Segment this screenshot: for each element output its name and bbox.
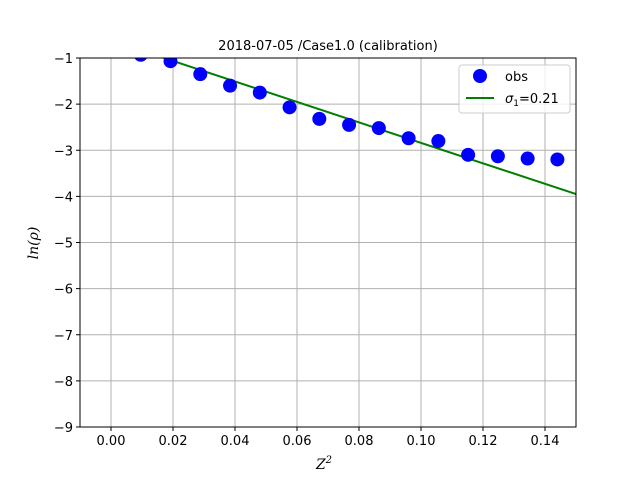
y-tick-label: −8: [54, 375, 73, 390]
y-tick-label: −3: [54, 144, 73, 159]
x-tick-label: 0.12: [469, 434, 498, 449]
legend-label-obs: obs: [505, 70, 528, 85]
y-tick-label: −5: [54, 237, 73, 252]
data-layer: [134, 58, 576, 196]
x-axis-label-superscript: 2: [325, 455, 332, 466]
obs-point: [431, 134, 446, 149]
x-tick-label: 0.10: [407, 434, 436, 449]
y-tick-label: −1: [54, 52, 73, 67]
x-axis-label: Z2: [315, 455, 332, 473]
obs-point: [282, 100, 297, 115]
obs-point: [401, 131, 416, 146]
y-tick-label: −7: [54, 329, 73, 344]
obs-point: [312, 111, 327, 126]
legend: obs σ1=0.21: [458, 64, 571, 114]
fit-line: [160, 58, 576, 196]
y-tick-label: −2: [54, 98, 73, 113]
x-tick-label: 0.00: [97, 434, 126, 449]
x-tick-label: 0.14: [531, 434, 560, 449]
obs-point: [520, 151, 535, 166]
obs-point: [490, 149, 505, 164]
x-tick-label: 0.04: [221, 434, 250, 449]
y-tick-label: −9: [54, 421, 73, 436]
obs-point: [163, 58, 178, 69]
x-axis-label-base: Z: [315, 457, 326, 473]
obs-point: [134, 58, 147, 62]
obs-point: [252, 85, 267, 100]
obs-point: [550, 152, 565, 167]
legend-label-fit-symbol: σ: [505, 92, 514, 107]
x-tick-label: 0.06: [283, 434, 312, 449]
obs-point: [371, 121, 386, 136]
axis-ticks: 0.00 0.02 0.04 0.06 0.08 0.10 0.12 0.14 −9 −8 −7 −6…: [54, 52, 560, 449]
legend-label-fit-subscript: 1: [513, 99, 519, 109]
legend-label-fit-value: =0.21: [519, 92, 559, 107]
x-tick-label: 0.02: [159, 434, 188, 449]
obs-point: [342, 117, 357, 132]
y-tick-label: −4: [54, 190, 73, 205]
legend-marker-obs: [473, 69, 487, 83]
chart-title: 2018-07-05 /Case1.0 (calibration): [218, 39, 438, 54]
obs-point: [193, 67, 208, 82]
x-tick-label: 0.08: [345, 434, 374, 449]
legend-label-fit: σ1=0.21: [505, 92, 559, 109]
obs-point: [223, 78, 238, 93]
y-axis-label: ln(ρ): [26, 227, 42, 260]
obs-point: [461, 147, 476, 162]
y-tick-label: −6: [54, 283, 73, 298]
